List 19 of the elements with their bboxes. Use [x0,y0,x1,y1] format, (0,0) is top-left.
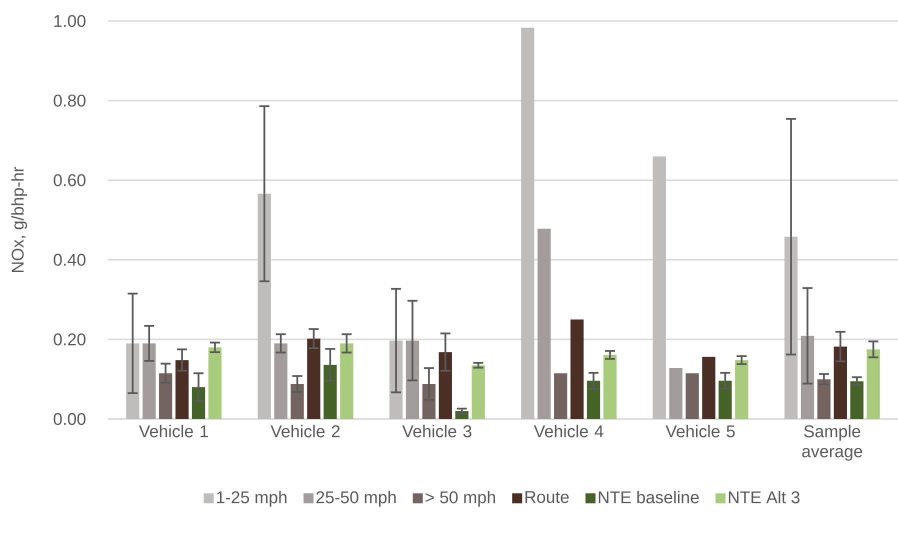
legend-label: 25-50 mph [316,490,396,507]
y-tick-label: 1.00 [54,14,86,28]
y-axis-title: NOx, g/bhp-hr [11,166,28,272]
legend-label: NTE Alt 3 [728,490,800,504]
y-tick-label: 0.60 [54,174,86,186]
x-tick-label: Vehicle 5 [666,424,735,438]
x-tick-label: Sample average [802,424,862,461]
x-tick-label: Vehicle 1 [138,424,208,438]
legend-label: NTE baseline [598,490,699,504]
legend-label: 1-25 mph [217,490,286,507]
y-tick-label: 0.80 [54,94,86,107]
x-tick-label: Vehicle 2 [270,424,340,438]
legend-label: Route [526,491,569,504]
y-tick-label: 0.00 [54,412,86,426]
legend-label: > 50 mph [426,490,496,507]
y-tick-label: 0.20 [54,333,86,346]
x-tick-label: Vehicle 3 [402,424,472,438]
y-tick-label: 0.40 [54,254,86,266]
x-tick-label: Vehicle 4 [534,424,604,438]
